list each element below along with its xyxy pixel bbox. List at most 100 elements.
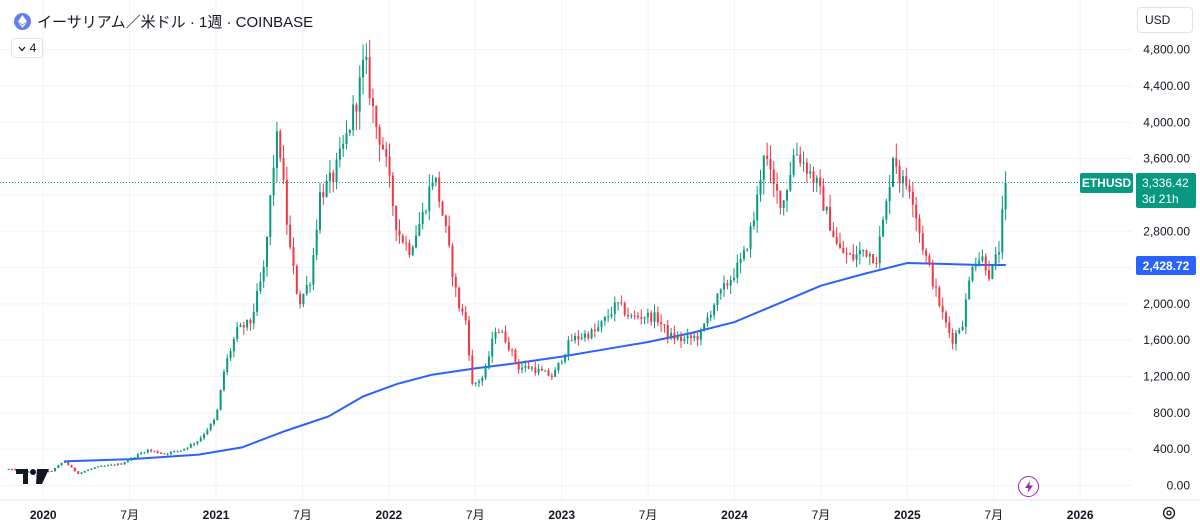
chart-title: イーサリアム／米ドル · 1週 · COINBASE	[37, 13, 314, 31]
candle-up	[746, 249, 749, 251]
candle-up	[862, 249, 865, 251]
candle-up	[305, 284, 308, 294]
candle-down	[931, 264, 934, 287]
candle-up	[179, 450, 182, 452]
candle-up	[193, 443, 196, 445]
candle-up	[169, 451, 172, 454]
candle-down	[385, 149, 388, 157]
candle-down	[948, 322, 951, 333]
candle-down	[898, 166, 901, 184]
candle-up	[256, 291, 259, 312]
time-tick-label: 2020	[30, 508, 57, 522]
last-price-label: 3,336.42 3d 21h	[1136, 173, 1196, 208]
time-tick-label: 2024	[721, 508, 748, 522]
candle-down	[381, 144, 384, 150]
candle-up	[487, 356, 490, 367]
candle-up	[544, 370, 547, 372]
candle-down	[534, 367, 537, 373]
candle-up	[786, 190, 789, 201]
candle-up	[206, 430, 209, 435]
candle-up	[617, 302, 620, 304]
candle-up	[494, 332, 497, 339]
candle-up	[302, 293, 305, 305]
candle-up	[1004, 182, 1007, 210]
candle-up	[613, 302, 616, 315]
candle-down	[656, 312, 659, 323]
candle-down	[812, 171, 815, 184]
price-axis[interactable]: 0.00 400.00 800.00 1,200.00 1,600.00 2,000.00…	[1143, 43, 1190, 493]
candle-down	[388, 156, 391, 176]
candle-up	[762, 155, 765, 180]
candle-down	[835, 236, 838, 244]
candle-down	[663, 324, 666, 326]
candle-up	[136, 454, 139, 458]
indicator-count: 4	[29, 41, 37, 55]
candle-up	[236, 326, 239, 340]
candle-down	[842, 247, 845, 254]
gear-icon[interactable]	[1161, 505, 1177, 521]
candle-down	[819, 177, 822, 187]
candle-up	[315, 229, 318, 256]
candle-up	[954, 333, 957, 344]
candle-down	[444, 215, 447, 227]
candle-up	[126, 460, 129, 463]
tradingview-logo[interactable]	[16, 466, 50, 491]
candle-up	[1001, 209, 1004, 253]
indicators-toggle-button[interactable]: 4	[11, 38, 43, 58]
candle-down	[67, 462, 70, 466]
time-axis[interactable]: 2020 7月 2021 7月 2022 7月 2023 7月 2024 7月 2025 7月 2026	[0, 499, 1200, 522]
candle-up	[421, 211, 424, 225]
candle-down	[895, 158, 898, 167]
candle-down	[249, 319, 252, 324]
ethereum-icon	[14, 12, 31, 30]
candle-down	[689, 335, 692, 338]
candle-up	[222, 371, 225, 390]
price-tick-label: 2,800.00	[1143, 224, 1190, 238]
candle-up	[994, 254, 997, 266]
candle-up	[597, 327, 600, 331]
candle-up	[521, 367, 524, 370]
candle-up	[97, 466, 100, 468]
candle-down	[911, 191, 914, 205]
candle-up	[978, 260, 981, 264]
candle-up	[47, 470, 50, 472]
candle-down	[577, 335, 580, 339]
candle-down	[371, 98, 374, 106]
candle-down	[832, 230, 835, 237]
candle-up	[219, 389, 222, 410]
candle-up	[815, 177, 818, 184]
candle-up	[600, 321, 603, 328]
candle-up	[736, 262, 739, 278]
candle-up	[759, 179, 762, 195]
candle-up	[87, 469, 90, 472]
candle-up	[63, 462, 66, 464]
candle-up	[275, 131, 278, 168]
candle-up	[590, 329, 593, 339]
candle-down	[921, 233, 924, 251]
candle-down	[805, 162, 808, 174]
candle-down	[332, 172, 335, 183]
currency-selector[interactable]: USD	[1137, 7, 1193, 33]
time-tick-label: 2021	[203, 508, 230, 522]
price-tick-label: 2,000.00	[1143, 297, 1190, 311]
candle-up	[537, 368, 540, 373]
candle-up	[246, 319, 249, 328]
candle-up	[974, 263, 977, 267]
candle-up	[80, 472, 83, 474]
candle-down	[587, 333, 590, 339]
candle-down	[375, 105, 378, 128]
time-tick-label: 7月	[639, 508, 658, 522]
candle-up	[107, 465, 110, 467]
candle-up	[795, 154, 798, 156]
candle-up	[756, 194, 759, 221]
price-tick-label: 4,000.00	[1143, 115, 1190, 129]
moving-average-label: 2,428.72	[1136, 256, 1196, 275]
candle-down	[984, 256, 987, 271]
candle-up	[991, 265, 994, 279]
candle-down	[438, 177, 441, 202]
candle-up	[345, 133, 348, 145]
candle-up	[719, 289, 722, 294]
lightning-icon[interactable]	[1018, 476, 1039, 497]
symbol-legend[interactable]: イーサリアム／米ドル · 1週 · COINBASE	[14, 11, 313, 31]
